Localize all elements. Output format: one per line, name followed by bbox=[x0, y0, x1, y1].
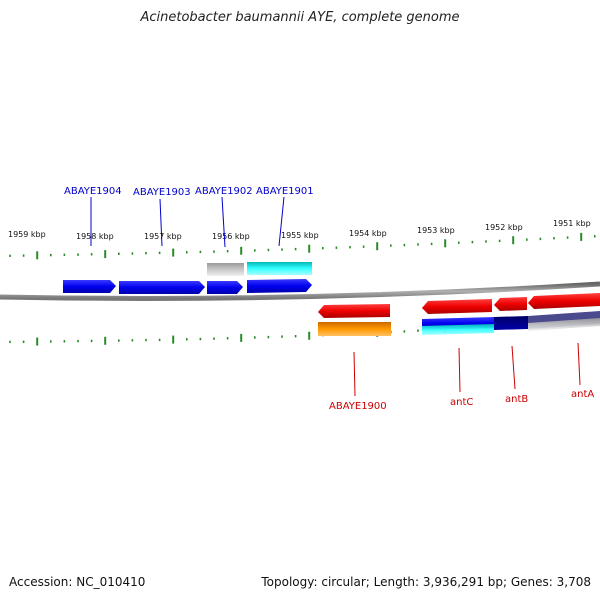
gene-arrow-abaye1902[interactable] bbox=[207, 281, 243, 294]
gene-label-abaye1900[interactable]: ABAYE1900 bbox=[329, 401, 387, 412]
tick-label: 1951 kbp bbox=[553, 219, 591, 228]
genome-stats-text: Topology: circular; Length: 3,936,291 bp… bbox=[261, 575, 591, 589]
tick-label: 1952 kbp bbox=[485, 223, 523, 232]
gene-label-antc[interactable]: antC bbox=[450, 397, 473, 408]
feature-box-cyan-antc[interactable] bbox=[422, 324, 494, 335]
gene-label-abaye1902[interactable]: ABAYE1902 bbox=[195, 186, 253, 197]
bottom-gene-labels: ABAYE1900 antC antB antA bbox=[329, 342, 594, 412]
tick-label: 1957 kbp bbox=[144, 232, 182, 241]
tick-label: 1958 kbp bbox=[76, 232, 114, 241]
feature-box-navy-antb[interactable] bbox=[494, 316, 528, 330]
gene-arrow-antc[interactable] bbox=[422, 299, 492, 314]
genome-title: Acinetobacter baumannii AYE, complete ge… bbox=[140, 10, 460, 25]
gene-label-abaye1904[interactable]: ABAYE1904 bbox=[64, 186, 122, 197]
gene-arrow-abaye1900[interactable] bbox=[318, 304, 390, 318]
tick-label: 1953 kbp bbox=[417, 226, 455, 235]
tick-label: 1955 kbp bbox=[281, 231, 319, 240]
leader-line bbox=[577, 342, 581, 386]
gene-arrow-abaye1903[interactable] bbox=[119, 281, 205, 294]
tick-label: 1959 kbp bbox=[8, 230, 46, 239]
gene-label-antb[interactable]: antB bbox=[505, 394, 528, 405]
gene-arrow-anta[interactable] bbox=[528, 293, 600, 309]
forward-genes bbox=[63, 262, 312, 294]
leader-line bbox=[353, 351, 356, 397]
gene-arrow-abaye1904[interactable] bbox=[63, 280, 116, 293]
gene-arrow-antb[interactable] bbox=[494, 297, 527, 311]
leader-line bbox=[511, 345, 516, 390]
accession-text: Accession: NC_010410 bbox=[9, 575, 146, 589]
genome-backbone bbox=[0, 281, 600, 301]
feature-box-gray[interactable] bbox=[207, 263, 244, 276]
kbp-labels: 1959 kbp 1958 kbp 1957 kbp 1956 kbp 1955… bbox=[8, 219, 591, 241]
gene-arrow-abaye1901[interactable] bbox=[247, 279, 312, 293]
gene-label-abaye1903[interactable]: ABAYE1903 bbox=[133, 187, 191, 198]
gene-label-abaye1901[interactable]: ABAYE1901 bbox=[256, 186, 314, 197]
feature-box-orange[interactable] bbox=[318, 322, 391, 336]
leader-line bbox=[221, 196, 226, 248]
leader-line bbox=[159, 198, 163, 247]
feature-box-lightgray-anta[interactable] bbox=[528, 318, 600, 331]
tick-label: 1956 kbp bbox=[212, 232, 250, 241]
leader-line bbox=[458, 347, 461, 393]
ruler-upper bbox=[9, 232, 596, 260]
leader-line bbox=[278, 196, 285, 247]
gene-label-anta[interactable]: antA bbox=[571, 389, 594, 400]
tick-label: 1954 kbp bbox=[349, 229, 387, 238]
top-gene-labels: ABAYE1904 ABAYE1903 ABAYE1902 ABAYE1901 bbox=[64, 186, 314, 248]
feature-box-cyan[interactable] bbox=[247, 262, 312, 275]
reverse-genes bbox=[318, 293, 600, 336]
